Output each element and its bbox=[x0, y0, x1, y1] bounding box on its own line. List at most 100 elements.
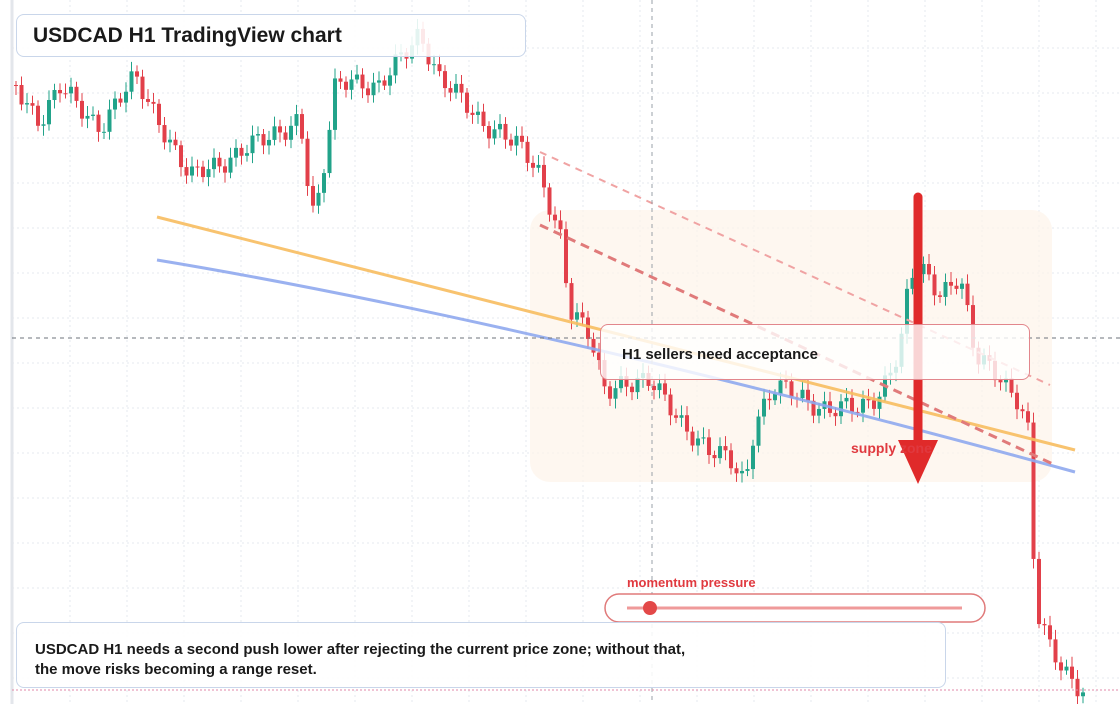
candle-body bbox=[701, 437, 706, 439]
candle-body bbox=[1042, 624, 1047, 626]
candle-body bbox=[619, 376, 623, 389]
candle-body bbox=[536, 164, 541, 168]
candle-body bbox=[14, 85, 18, 86]
candle-body bbox=[740, 470, 744, 474]
candle-body bbox=[943, 281, 948, 297]
candle-body bbox=[558, 220, 563, 230]
candle-body bbox=[668, 394, 673, 416]
candle-body bbox=[146, 99, 150, 102]
candle-body bbox=[58, 89, 62, 94]
candle-body bbox=[289, 125, 293, 140]
candle-body bbox=[91, 114, 95, 116]
candle-body bbox=[129, 71, 134, 92]
candle-body bbox=[762, 398, 766, 417]
candle-body bbox=[459, 83, 464, 93]
candle-body bbox=[201, 166, 205, 178]
candle-body bbox=[965, 283, 970, 306]
candle-body bbox=[580, 312, 585, 318]
candle-body bbox=[800, 389, 805, 399]
candle-body bbox=[371, 82, 376, 96]
candle-body bbox=[366, 88, 370, 96]
candle-body bbox=[25, 103, 29, 105]
meter-label: momentum pressure bbox=[627, 575, 756, 590]
candle-body bbox=[1075, 678, 1080, 697]
candle-body bbox=[157, 103, 161, 126]
candle-body bbox=[245, 153, 249, 156]
candle-body bbox=[212, 157, 216, 170]
candle-body bbox=[316, 192, 321, 206]
candle-body bbox=[817, 408, 821, 416]
candle-body bbox=[481, 111, 486, 127]
candle-body bbox=[228, 157, 233, 173]
candle-body bbox=[1026, 411, 1030, 423]
candle-body bbox=[575, 312, 579, 320]
candle-body bbox=[531, 162, 535, 168]
candle-body bbox=[1048, 625, 1052, 640]
candle-body bbox=[393, 54, 398, 76]
candle-body bbox=[1020, 409, 1025, 412]
candle-body bbox=[998, 380, 1003, 383]
candle-body bbox=[674, 415, 678, 418]
arrow-head bbox=[898, 440, 938, 484]
candle-body bbox=[113, 98, 117, 110]
candle-body bbox=[107, 109, 112, 132]
candle-body bbox=[1037, 558, 1041, 625]
candle-body bbox=[630, 386, 634, 393]
candle-body bbox=[465, 92, 469, 113]
candle-body bbox=[470, 112, 475, 115]
candle-body bbox=[613, 388, 618, 399]
candle-body bbox=[1004, 378, 1008, 383]
candle-body bbox=[283, 132, 288, 140]
candle-body bbox=[718, 446, 722, 459]
candle-body bbox=[234, 147, 238, 158]
candle-body bbox=[503, 123, 508, 140]
candle-body bbox=[487, 126, 491, 139]
candle-body bbox=[861, 398, 865, 413]
candle-body bbox=[833, 412, 838, 417]
candle-body bbox=[696, 438, 700, 446]
candle-body bbox=[492, 129, 497, 139]
candle-body bbox=[932, 274, 937, 296]
candle-body bbox=[685, 415, 689, 432]
candle-body bbox=[564, 229, 568, 284]
candle-body bbox=[866, 398, 871, 401]
candle-body bbox=[382, 80, 387, 86]
candle-body bbox=[355, 74, 359, 80]
candle-body bbox=[734, 468, 739, 474]
candle-body bbox=[267, 139, 271, 146]
candle-body bbox=[657, 383, 662, 391]
candle-body bbox=[41, 124, 46, 126]
note-line: USDCAD H1 needs a second push lower afte… bbox=[35, 641, 686, 658]
candle-body bbox=[443, 71, 447, 89]
candle-body bbox=[327, 129, 332, 174]
candle-body bbox=[118, 98, 123, 103]
candle-body bbox=[454, 83, 458, 93]
candle-body bbox=[360, 74, 365, 89]
candle-body bbox=[162, 125, 167, 143]
candle-body bbox=[927, 263, 931, 275]
candle-body bbox=[773, 393, 777, 401]
candle-body bbox=[679, 415, 684, 418]
meter-dot bbox=[643, 601, 657, 615]
candle-body bbox=[1064, 666, 1069, 671]
candle-body bbox=[547, 187, 552, 215]
candle-body bbox=[806, 389, 810, 401]
candle-body bbox=[553, 214, 557, 221]
candle-body bbox=[173, 139, 178, 146]
candle-body bbox=[624, 376, 629, 387]
candle-body bbox=[432, 64, 436, 66]
candle-body bbox=[322, 173, 326, 193]
candle-body bbox=[239, 147, 244, 156]
candle-body bbox=[514, 135, 519, 146]
candle-body bbox=[36, 105, 40, 126]
candle-body bbox=[294, 114, 299, 126]
candle-body bbox=[1081, 692, 1085, 697]
candle-body bbox=[1070, 666, 1074, 679]
candle-body bbox=[729, 450, 733, 469]
candle-body bbox=[448, 88, 453, 93]
candle-body bbox=[1059, 662, 1063, 671]
candle-body bbox=[954, 285, 959, 289]
candle-body bbox=[525, 141, 530, 163]
